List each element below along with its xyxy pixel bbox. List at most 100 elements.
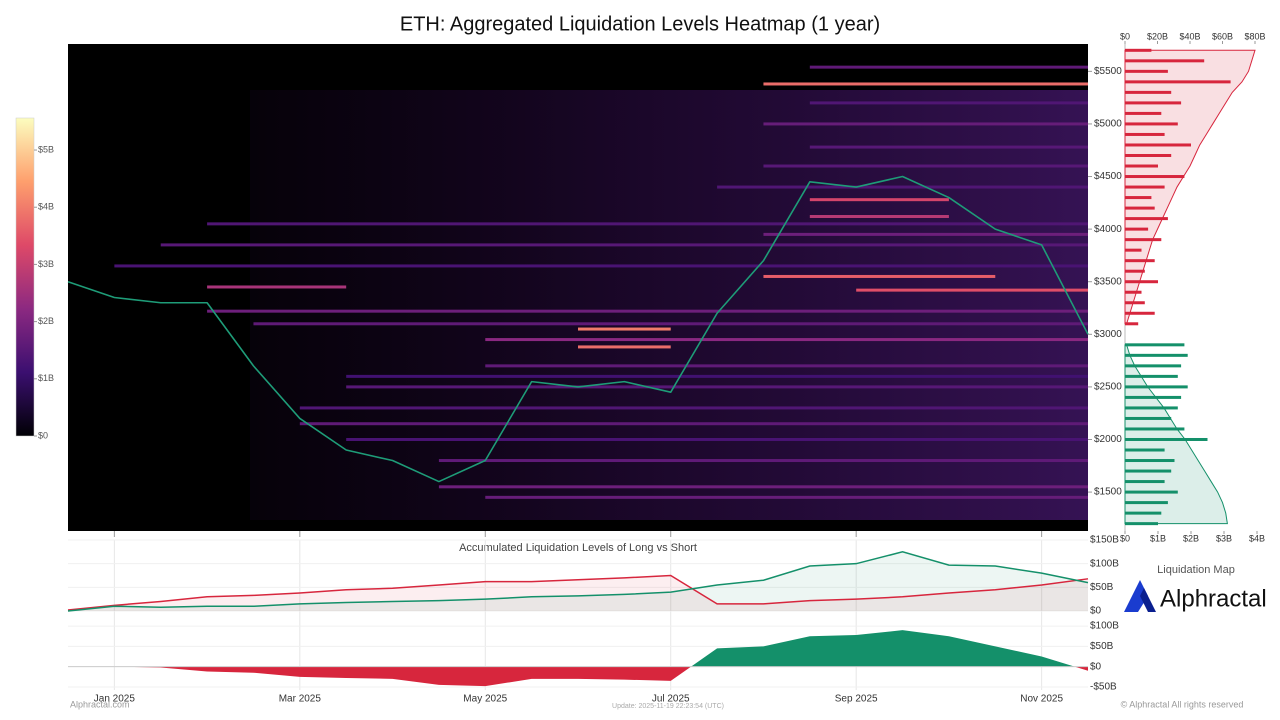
panel-title: Accumulated Liquidation Levels of Long v… (459, 542, 697, 554)
y-tick-label: $50B (1090, 641, 1114, 652)
heatmap-density (250, 90, 1088, 520)
liquidation-bar (1125, 511, 1162, 515)
y-tick-label: $5500 (1094, 66, 1122, 77)
brand-name: Alphractal (1160, 585, 1267, 612)
liquidation-bar (1125, 301, 1145, 305)
delta-area-positive (68, 630, 1088, 667)
liquidation-bar (1125, 227, 1149, 231)
delta-area-negative (114, 666, 1088, 687)
liquidation-bar (1125, 69, 1168, 73)
y-tick-label: $150B (1090, 535, 1119, 546)
liquidation-bar (1125, 269, 1145, 273)
colorbar-tick-label: $5B (38, 144, 54, 154)
x-tick-label: May 2025 (463, 694, 507, 705)
site: Alphractal.com (70, 699, 130, 709)
colorbar-tick-label: $3B (38, 259, 54, 269)
x-tick-label: $40B (1179, 31, 1200, 41)
x-tick-label: Sep 2025 (835, 694, 878, 705)
y-tick-label: $4500 (1094, 171, 1122, 182)
x2-tick-label: $2B (1183, 533, 1199, 543)
liquidation-bar (1125, 490, 1178, 494)
liquidation-bar (1125, 469, 1172, 473)
liquidation-bar (1125, 374, 1178, 378)
liquidation-bar (1125, 122, 1178, 126)
cumulative-area (1124, 49, 1256, 325)
x-tick-label: $0 (1120, 31, 1130, 41)
x2-tick-label: $1B (1150, 533, 1166, 543)
liquidation-bar (1125, 217, 1168, 221)
price-line (67, 175, 1089, 483)
liquidation-bar (1125, 311, 1155, 315)
x-tick-label: Jul 2025 (652, 694, 690, 705)
liquidation-level (485, 495, 1089, 499)
liquidation-bar (1125, 111, 1162, 115)
liquidation-bar (1125, 132, 1165, 136)
y-tick-label: $100B (1090, 621, 1119, 632)
liquidation-level (346, 437, 1088, 441)
liquidation-bar (1125, 406, 1178, 410)
y-tick-label: $0 (1090, 606, 1102, 617)
liquidation-bar (1125, 90, 1172, 94)
liquidation-bar (1125, 238, 1162, 242)
x-tick-label: Jan 2025 (94, 694, 136, 705)
copyright: © Alphractal All rights reserved (1121, 699, 1244, 709)
y-tick-label: $3500 (1094, 276, 1122, 287)
liquidation-bar (1125, 416, 1172, 420)
liquidation-bar (1125, 259, 1155, 263)
liquidation-bar (1125, 101, 1182, 105)
liquidation-bar (1125, 480, 1165, 484)
liquidation-level (207, 222, 1088, 226)
y-tick-label: $5000 (1094, 119, 1122, 130)
liquidation-bar (1125, 59, 1205, 63)
y-tick-label: $0 (1090, 661, 1102, 672)
liquidation-bar (1125, 385, 1188, 389)
x2-tick-label: $4B (1249, 533, 1265, 543)
liquidation-bar (1125, 395, 1182, 399)
liquidation-bar (1125, 437, 1208, 441)
liquidation-level (114, 264, 1088, 268)
liquidation-bar (1125, 206, 1155, 210)
liquidation-level (763, 82, 1088, 86)
y-tick-label: -$50B (1090, 682, 1117, 693)
liquidation-level (856, 288, 1088, 292)
colorbar (15, 117, 35, 437)
liquidation-bar (1125, 290, 1142, 294)
logo-mark (1140, 588, 1156, 612)
liquidation-level (763, 232, 1088, 236)
liquidation-level (809, 101, 1088, 105)
liquidation-level (809, 145, 1088, 149)
update-time: Update: 2025-11-19 22:23:54 (UTC) (612, 703, 724, 710)
y-tick-label: $2500 (1094, 382, 1122, 393)
liquidation-level (207, 309, 1088, 313)
y-tick-label: $50B (1090, 582, 1114, 593)
liquidation-level (299, 406, 1088, 410)
y-tick-label: $100B (1090, 558, 1119, 569)
x2-tick-label: $0 (1120, 533, 1130, 543)
liquidation-level (809, 198, 949, 202)
liquidation-level (299, 422, 1088, 426)
liquidation-bar (1125, 322, 1139, 326)
liquidation-bar (1125, 448, 1165, 452)
x-tick-label: $80B (1244, 31, 1265, 41)
liquidation-map-title: Liquidation Map (1157, 564, 1235, 576)
liquidation-bar (1125, 175, 1185, 179)
liquidation-bar (1125, 80, 1231, 84)
liquidation-level (763, 164, 1088, 168)
liquidation-bar (1125, 48, 1152, 52)
brand-logo (1124, 580, 1156, 612)
colorbar-tick-label: $0 (38, 430, 48, 440)
logo-mark (1124, 580, 1148, 612)
x-tick-label: Nov 2025 (1020, 694, 1063, 705)
liquidation-level (578, 345, 671, 349)
liquidation-bar (1125, 353, 1188, 357)
liquidation-bar (1125, 196, 1152, 200)
x-tick-label: Mar 2025 (279, 694, 322, 705)
liquidation-bar (1125, 185, 1165, 189)
liquidation-level (346, 374, 1088, 378)
liquidation-bar (1125, 459, 1175, 463)
liquidation-bar (1125, 153, 1172, 157)
liquidation-level (485, 338, 1089, 342)
y-tick-label: $1500 (1094, 487, 1122, 498)
x2-tick-label: $3B (1216, 533, 1232, 543)
